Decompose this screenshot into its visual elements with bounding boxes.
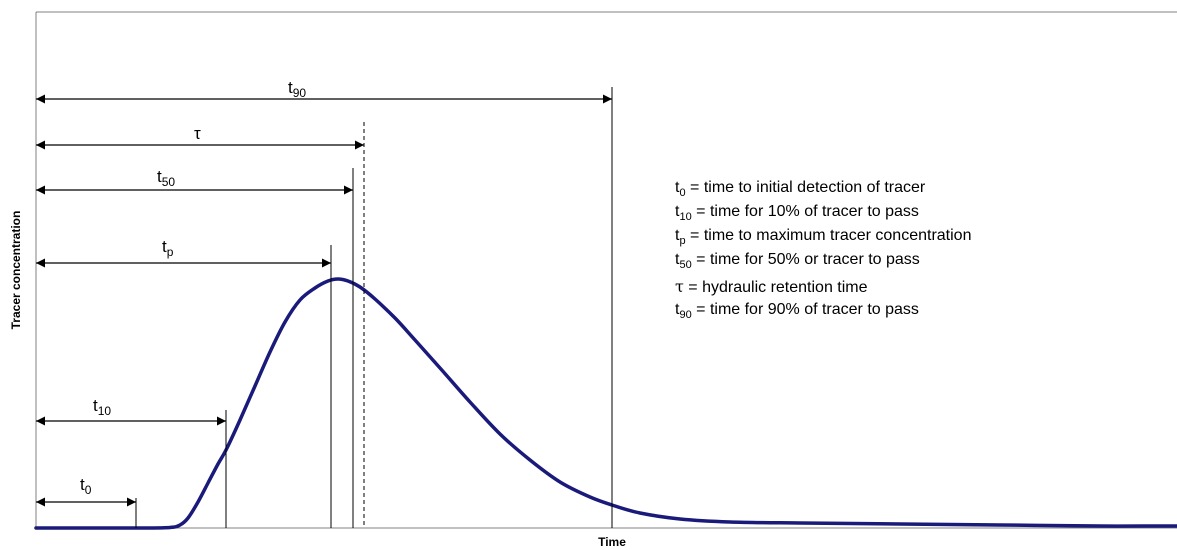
tp-label-base: t (162, 237, 167, 256)
t90-label: t90 (288, 78, 306, 100)
legend-subscript: p (679, 235, 685, 247)
t50-label-sub: 50 (162, 175, 176, 189)
legend-item-tp: tp = time to maximum tracer concentratio… (675, 227, 971, 247)
tracer-concentration-curve (34, 277, 1177, 530)
tp-label-sub: p (167, 245, 174, 259)
legend: t0 = time to initial detection of tracer… (675, 179, 971, 321)
legend-symbol: t (675, 203, 680, 220)
legend-subscript: 90 (679, 309, 691, 321)
legend-item-t0: t0 = time to initial detection of tracer (675, 179, 926, 199)
t50-label: t50 (157, 167, 175, 189)
tp-label: tp (162, 237, 174, 259)
y-axis-label: Tracer concentration (9, 211, 23, 330)
t0-label-base: t (80, 475, 85, 494)
legend-text: = time for 50% or tracer to pass (692, 251, 920, 268)
legend-text: = time to maximum tracer concentration (686, 227, 972, 244)
legend-symbol: t (675, 179, 680, 196)
t10-label-base: t (93, 396, 98, 415)
legend-item-t50: t50 = time for 50% or tracer to pass (675, 251, 920, 271)
t90-label-base: t (288, 78, 293, 97)
x-axis-label: Time (598, 535, 626, 549)
legend-symbol: τ (675, 277, 684, 296)
legend-item-tau: τ = hydraulic retention time (675, 277, 868, 296)
t10-label: t10 (93, 396, 111, 418)
t10-label-sub: 10 (98, 404, 112, 418)
legend-symbol: t (675, 251, 680, 268)
legend-item-t10: t10 = time for 10% of tracer to pass (675, 203, 919, 223)
legend-symbol: t (675, 227, 680, 244)
legend-text: = hydraulic retention time (684, 279, 868, 296)
tau-label: τ (194, 124, 201, 143)
legend-text: = time for 90% of tracer to pass (692, 301, 919, 318)
t50-label-base: t (157, 167, 162, 186)
legend-subscript: 10 (679, 211, 691, 223)
t0-label: t0 (80, 475, 92, 497)
legend-text: = time for 10% of tracer to pass (692, 203, 919, 220)
legend-subscript: 50 (679, 259, 691, 271)
tau-label-base: τ (194, 124, 201, 143)
t90-label-sub: 90 (293, 86, 307, 100)
legend-subscript: 0 (679, 187, 685, 199)
legend-text: = time to initial detection of tracer (686, 179, 926, 196)
t0-label-sub: 0 (85, 483, 92, 497)
legend-symbol: t (675, 301, 680, 318)
legend-item-t90: t90 = time for 90% of tracer to pass (675, 301, 919, 321)
